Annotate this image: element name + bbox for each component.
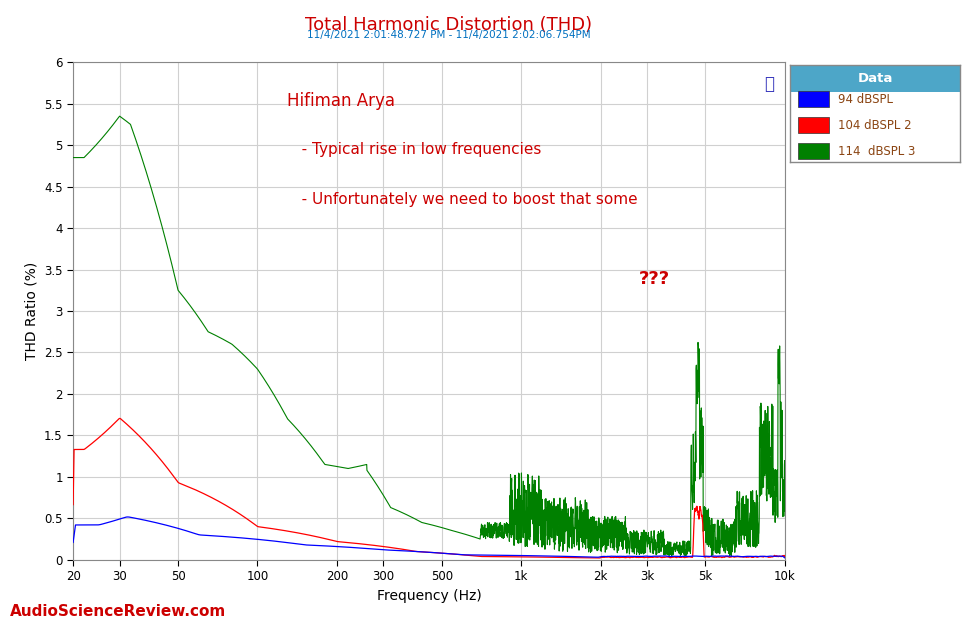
Text: 11/4/2021 2:01:48.727 PM - 11/4/2021 2:02:06.754PM: 11/4/2021 2:01:48.727 PM - 11/4/2021 2:0… (307, 30, 590, 40)
FancyBboxPatch shape (799, 118, 829, 133)
FancyBboxPatch shape (790, 65, 960, 92)
Text: 94 dBSPL: 94 dBSPL (838, 93, 892, 106)
Text: Hifiman Arya: Hifiman Arya (287, 92, 395, 110)
Text: Ⓐ: Ⓐ (764, 75, 774, 93)
Y-axis label: THD Ratio (%): THD Ratio (%) (24, 262, 39, 360)
Text: - Unfortunately we need to boost that some: - Unfortunately we need to boost that so… (287, 192, 638, 207)
Text: ???: ??? (639, 269, 670, 287)
Text: - Typical rise in low frequencies: - Typical rise in low frequencies (287, 142, 541, 157)
Text: Data: Data (857, 72, 893, 85)
Text: Total Harmonic Distortion (THD): Total Harmonic Distortion (THD) (305, 16, 592, 34)
X-axis label: Frequency (Hz): Frequency (Hz) (376, 589, 482, 603)
FancyBboxPatch shape (799, 144, 829, 159)
Text: 114  dBSPL 3: 114 dBSPL 3 (838, 144, 915, 157)
Text: AudioScienceReview.com: AudioScienceReview.com (10, 604, 226, 619)
FancyBboxPatch shape (799, 91, 829, 107)
Text: 104 dBSPL 2: 104 dBSPL 2 (838, 119, 912, 132)
